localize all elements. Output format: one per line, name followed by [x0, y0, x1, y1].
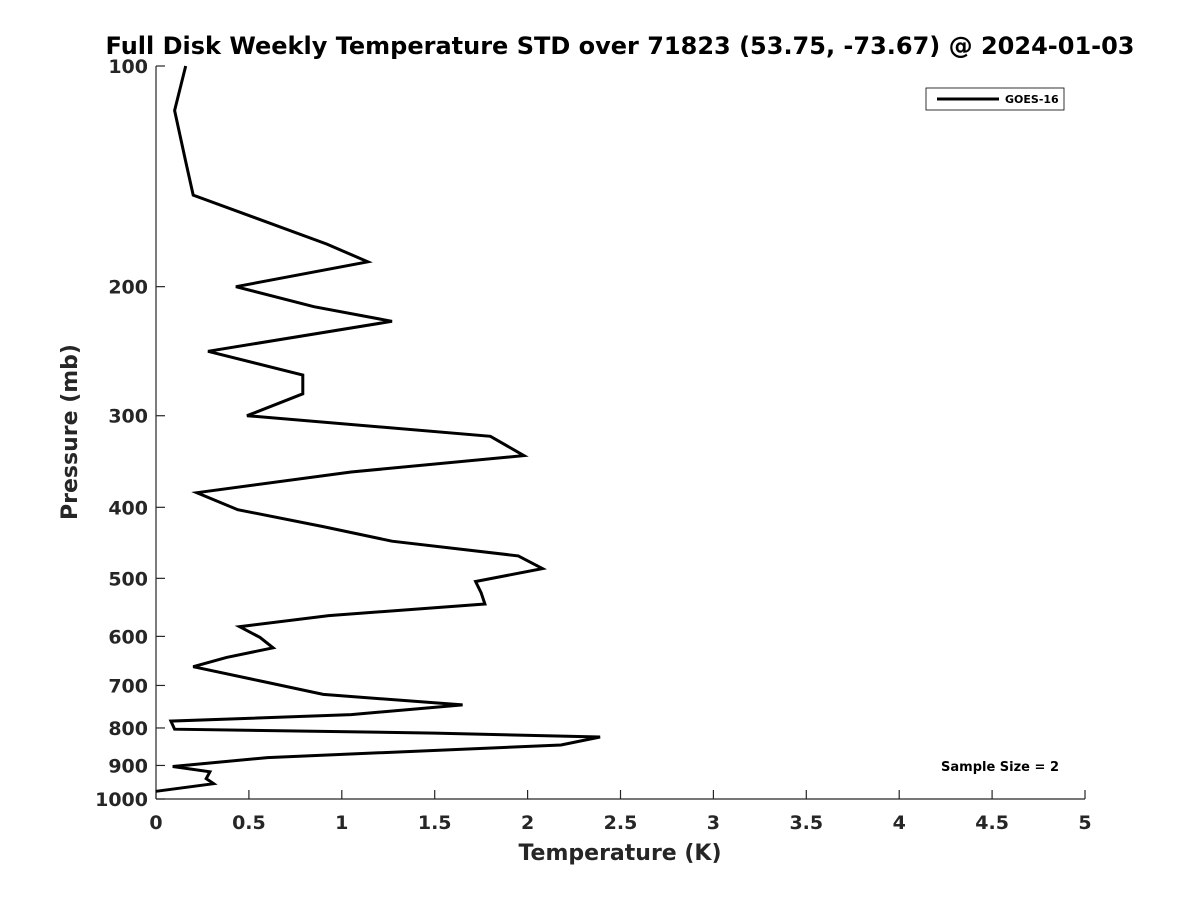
- y-axis-label: Pressure (mb): [58, 344, 83, 520]
- y-axis-ticks: 100 200 300 400 500 600 700 800 900 1000: [95, 56, 165, 811]
- y-tick-label: 600: [108, 626, 148, 648]
- x-tick-label: 2: [521, 812, 534, 834]
- chart-title: Full Disk Weekly Temperature STD over 71…: [106, 32, 1135, 60]
- y-tick-label: 1000: [95, 789, 148, 811]
- x-tick-label: 0: [149, 812, 162, 834]
- x-tick-label: 1: [335, 812, 348, 834]
- y-tick-label: 200: [108, 277, 148, 299]
- x-tick-label: 2.5: [604, 812, 638, 834]
- x-tick-label: 0.5: [232, 812, 266, 834]
- x-tick-label: 4: [893, 812, 906, 834]
- y-tick-label: 800: [108, 718, 148, 740]
- y-tick-label: 500: [108, 568, 148, 590]
- sample-size-annotation: Sample Size = 2: [941, 760, 1059, 775]
- x-tick-label: 3.5: [789, 812, 823, 834]
- series-layer: [155, 65, 601, 793]
- legend-label-goes-16: GOES-16: [1005, 93, 1059, 106]
- x-tick-label: 5: [1078, 812, 1091, 834]
- y-tick-label: 400: [108, 497, 148, 519]
- series-line-goes-16: [155, 65, 601, 793]
- x-tick-label: 4.5: [975, 812, 1009, 834]
- x-tick-label: 3: [707, 812, 720, 834]
- legend: GOES-16: [925, 87, 1065, 111]
- x-tick-label: 1.5: [418, 812, 452, 834]
- x-axis-ticks: 0 0.5 1 1.5 2 2.5 3 3.5 4 4.5 5: [149, 790, 1092, 834]
- y-tick-label: 900: [108, 755, 148, 777]
- y-tick-label: 700: [108, 675, 148, 697]
- y-tick-label: 100: [108, 56, 148, 78]
- x-axis-label: Temperature (K): [518, 841, 721, 866]
- y-tick-label: 300: [108, 406, 148, 428]
